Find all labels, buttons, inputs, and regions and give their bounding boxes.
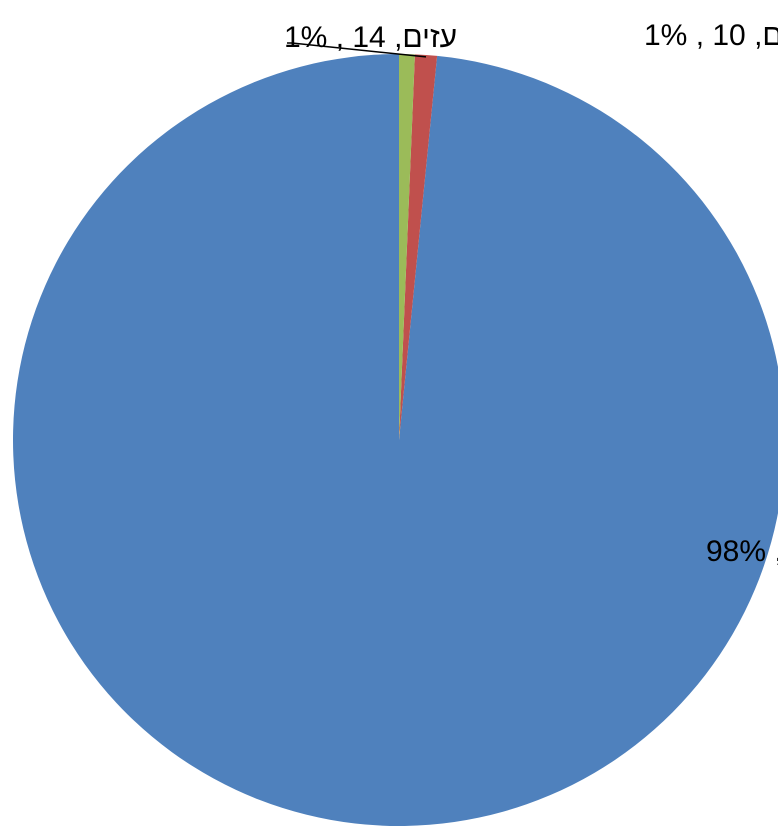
data-label-cattle: בקר, 1,500 , 98% — [706, 535, 778, 568]
leader-line-goats — [287, 42, 427, 58]
pie-slice-goats — [399, 54, 438, 441]
data-label-sheep: כבשים, 10 , 1% — [644, 19, 778, 52]
data-label-goats: עזים, 14 , 1% — [284, 21, 457, 54]
pie-slice-sheep — [399, 54, 415, 440]
pie-slice-cattle — [13, 54, 778, 826]
pie-slices — [13, 54, 778, 826]
